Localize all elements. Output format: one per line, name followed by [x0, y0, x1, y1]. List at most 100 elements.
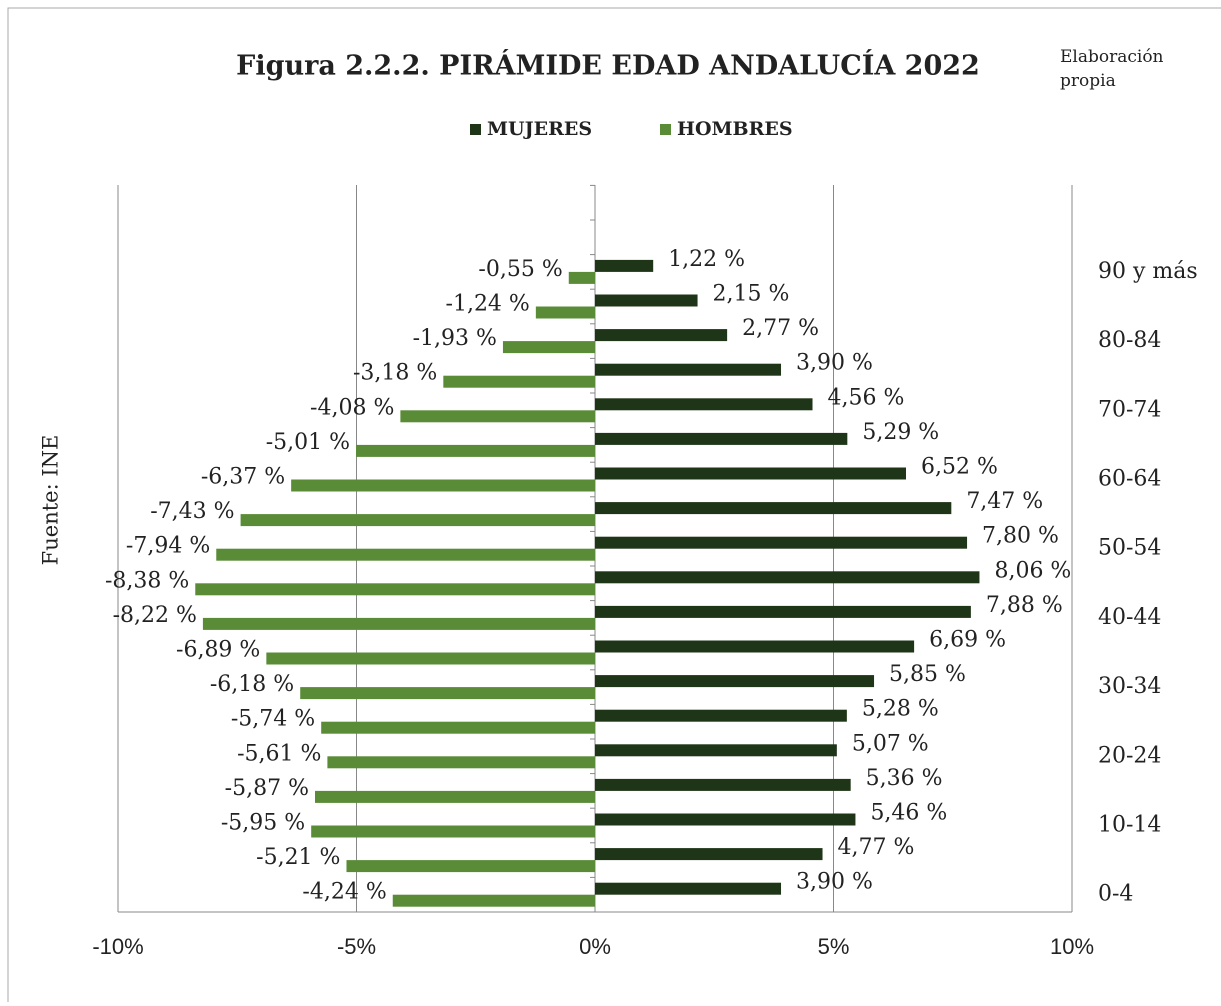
- legend-swatch: [660, 124, 671, 135]
- y-tick-label: 50-54: [1098, 536, 1161, 561]
- data-label: 5,36 %: [866, 766, 943, 791]
- bar: [327, 756, 595, 769]
- data-label: -8,22 %: [113, 603, 197, 628]
- bar: [595, 778, 851, 791]
- bar: [595, 259, 654, 272]
- data-label: -4,08 %: [310, 395, 394, 420]
- data-label: -5,01 %: [266, 430, 350, 455]
- data-label: 1,22 %: [668, 247, 745, 272]
- bar: [595, 882, 782, 895]
- bar: [568, 271, 595, 284]
- data-label: 4,77 %: [838, 835, 915, 860]
- y-tick-label: 80-84: [1098, 328, 1161, 353]
- legend-swatch: [470, 124, 481, 135]
- data-label: -5,87 %: [225, 776, 309, 801]
- bar: [311, 825, 595, 838]
- y-tick-label: 70-74: [1098, 397, 1161, 422]
- data-label: -6,37 %: [201, 465, 285, 490]
- data-label: -6,89 %: [176, 638, 260, 663]
- bar: [392, 894, 595, 907]
- bar: [400, 410, 595, 423]
- bar: [595, 709, 847, 722]
- bar: [595, 605, 971, 618]
- data-label: 8,06 %: [994, 558, 1071, 583]
- data-label: 5,85 %: [889, 662, 966, 687]
- bar: [595, 502, 952, 515]
- bar: [321, 721, 595, 734]
- data-label: 5,07 %: [852, 731, 929, 756]
- legend-label: HOMBRES: [677, 118, 793, 140]
- bar: [202, 617, 595, 630]
- data-label: -5,61 %: [237, 741, 321, 766]
- bar: [195, 583, 596, 596]
- data-label: -5,74 %: [231, 707, 315, 732]
- data-label: 6,52 %: [921, 455, 998, 480]
- bar: [291, 479, 595, 492]
- bar: [595, 813, 856, 826]
- y-tick-label: 10-14: [1098, 813, 1161, 838]
- bar: [315, 790, 595, 803]
- x-tick-label: 10%: [1050, 934, 1094, 959]
- bar: [240, 514, 596, 527]
- bar: [216, 548, 595, 561]
- data-label: 4,56 %: [828, 385, 905, 410]
- data-label: 2,15 %: [713, 282, 790, 307]
- bar: [356, 444, 595, 457]
- data-label: -7,43 %: [150, 499, 234, 524]
- bar: [595, 744, 837, 757]
- data-label: 3,90 %: [796, 870, 873, 895]
- note: Elaboración propia: [1060, 47, 1164, 91]
- bar: [595, 329, 728, 342]
- bar: [595, 536, 968, 549]
- bar: [595, 363, 782, 376]
- data-label: -7,94 %: [126, 534, 210, 559]
- data-label: -5,95 %: [221, 811, 305, 836]
- bar: [595, 571, 980, 584]
- y-tick-label: 90 y más: [1098, 259, 1198, 284]
- note-box: Elaboración propia: [1060, 47, 1164, 91]
- y-tick-label: 30-34: [1098, 674, 1161, 699]
- legend-label: MUJERES: [487, 118, 592, 140]
- data-label: 6,69 %: [929, 628, 1006, 653]
- y-tick-label: 60-64: [1098, 467, 1161, 492]
- data-label: 7,88 %: [986, 593, 1063, 618]
- bar: [595, 398, 813, 411]
- data-label: -8,38 %: [105, 568, 189, 593]
- data-label: -6,18 %: [210, 672, 294, 697]
- y-tick-label: 20-24: [1098, 743, 1161, 768]
- data-label: -1,24 %: [446, 292, 530, 317]
- y-tick-label: 0-4: [1098, 882, 1133, 907]
- data-label: -0,55 %: [478, 257, 562, 282]
- bar: [595, 294, 698, 307]
- bar: [300, 687, 595, 700]
- bar: [346, 860, 595, 873]
- data-label: 7,80 %: [982, 524, 1059, 549]
- bar: [535, 306, 595, 319]
- data-label: 5,29 %: [862, 420, 939, 445]
- data-label: -1,93 %: [413, 326, 497, 351]
- data-label: -5,21 %: [256, 845, 340, 870]
- data-label: 5,46 %: [870, 801, 947, 826]
- chart-title: Figura 2.2.2. PIRÁMIDE EDAD ANDALUCÍA 20…: [236, 49, 980, 82]
- bar: [443, 375, 595, 388]
- data-label: -3,18 %: [353, 361, 437, 386]
- bar: [502, 341, 595, 354]
- data-label: 3,90 %: [796, 351, 873, 376]
- x-tick-label: 5%: [818, 934, 850, 959]
- y-tick-label: 40-44: [1098, 605, 1161, 630]
- x-tick-label: -10%: [92, 934, 143, 959]
- y-axis-label: Fuente: INE: [39, 435, 63, 566]
- x-tick-label: 0%: [579, 934, 611, 959]
- bar: [595, 432, 848, 445]
- bar: [595, 848, 823, 861]
- x-tick-label: -5%: [337, 934, 376, 959]
- bar: [595, 640, 915, 653]
- data-label: 7,47 %: [966, 489, 1043, 514]
- bar: [595, 467, 907, 480]
- chart-border: [7, 7, 1221, 1006]
- bar: [595, 675, 875, 688]
- bar: [266, 652, 595, 665]
- data-label: 2,77 %: [742, 316, 819, 341]
- data-label: 5,28 %: [862, 697, 939, 722]
